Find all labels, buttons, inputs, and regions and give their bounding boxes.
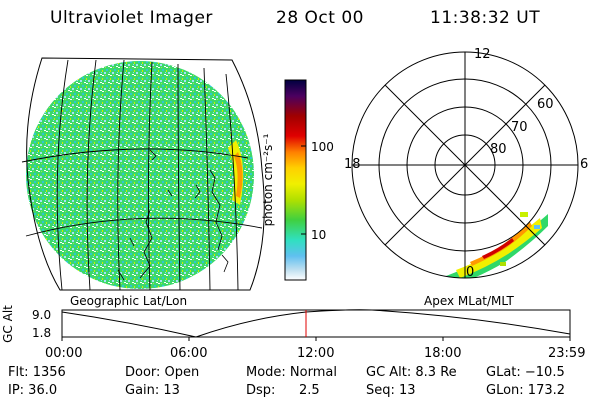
gc-alt-xtick-1200: 12:00 [297, 346, 335, 361]
mlt-label-0: 0 [466, 265, 475, 280]
mlt-label-18: 18 [344, 157, 361, 172]
mlt-label-12: 12 [474, 47, 491, 62]
apex-polar-plot [351, 51, 579, 279]
gc-alt-strip [61, 309, 571, 341]
instrument-title: Ultraviolet Imager [50, 8, 213, 28]
geographic-panel-label: Geographic Lat/Lon [70, 294, 188, 308]
apex-panel-label: Apex MLat/MLT [424, 294, 514, 308]
latitude-grid [21, 148, 263, 237]
ip-readout: IP: 36.0 [8, 383, 58, 398]
colorbar-tick-100: 100 [311, 140, 334, 154]
gc-alt-ytick-bottom: 1.8 [32, 326, 52, 340]
colorbar [284, 79, 307, 281]
seq-readout: Seq: 13 [366, 383, 416, 398]
glon-readout: GLon: 173.2 [486, 383, 566, 398]
gc-alt-xtick-0000: 00:00 [45, 346, 83, 361]
gc-alt-ytick-top: 9.0 [32, 308, 52, 322]
colorbar-tick-10: 10 [311, 228, 327, 242]
date-label: 28 Oct 00 [276, 8, 364, 28]
flight-readout: Flt: 1356 [8, 365, 66, 380]
mlat-label-60: 60 [537, 97, 554, 112]
dsp-value: 2.5 [299, 383, 320, 398]
glat-readout: GLat: −10.5 [486, 365, 565, 380]
mlt-label-6: 6 [580, 157, 589, 172]
gc-alt-xtick-1800: 18:00 [424, 346, 462, 361]
gc-alt-xtick-0600: 06:00 [170, 346, 208, 361]
time-label: 11:38:32 UT [430, 8, 541, 28]
mlat-label-70: 70 [511, 120, 528, 135]
gc-alt-xtick-2359: 23:59 [548, 346, 586, 361]
gc-alt-curve [61, 309, 571, 338]
longitude-grid [56, 59, 239, 291]
dsp-label: Dsp: [246, 383, 276, 398]
door-readout: Door: Open [125, 365, 200, 380]
map-frame [26, 57, 265, 291]
gc-alt-readout: GC Alt: 8.3 Re [366, 365, 457, 380]
coastlines [117, 149, 229, 281]
gain-readout: Gain: 13 [125, 383, 180, 398]
mlat-label-80: 80 [490, 142, 507, 157]
mode-readout: Mode: Normal [246, 365, 337, 380]
geographic-map [21, 57, 265, 291]
